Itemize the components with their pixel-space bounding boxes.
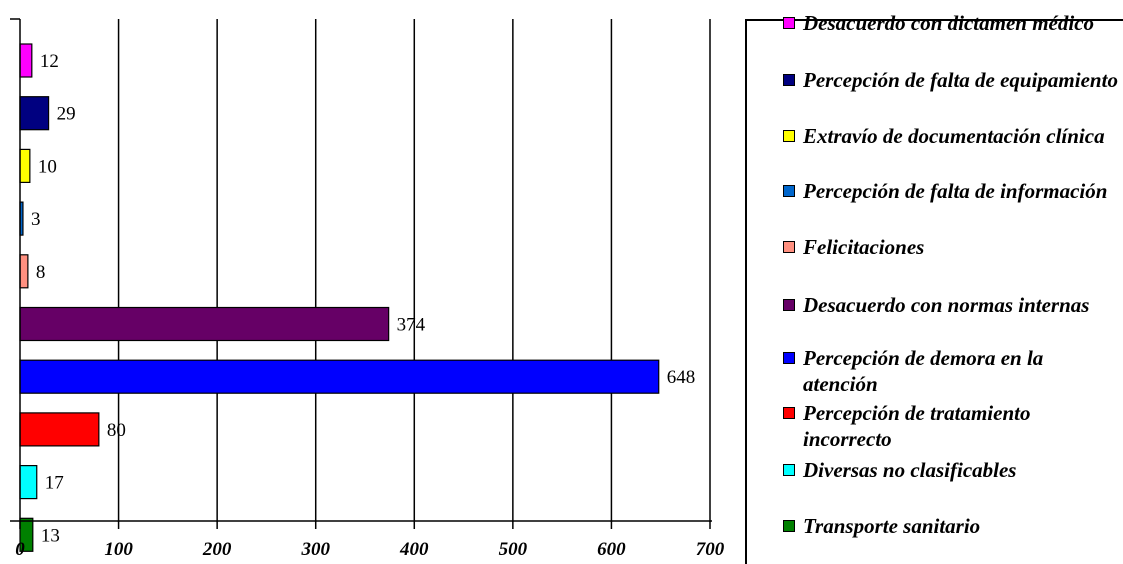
grid-lines <box>117 19 711 522</box>
x-tick-label: 500 <box>499 539 528 560</box>
bar <box>19 465 38 500</box>
legend-item: Transporte sanitario <box>783 513 1123 539</box>
legend-label: Desacuerdo con dictamen médico <box>803 11 1095 35</box>
data-label: 12 <box>40 51 59 72</box>
data-label: 8 <box>36 262 46 283</box>
bar <box>19 306 390 342</box>
x-tick-label: 100 <box>104 539 133 560</box>
legend-item: Diversas no clasificables <box>783 457 1123 483</box>
legend-label: Percepción de demora en la atención <box>803 346 1044 396</box>
legend-swatch <box>783 17 795 29</box>
legend-item: Percepción de falta de información <box>783 178 1123 204</box>
legend-label: Extravío de documentación clínica <box>803 124 1105 148</box>
legend-label: Percepción de falta de información <box>803 179 1108 203</box>
legend-swatch <box>783 74 795 86</box>
legend-label: Felicitaciones <box>803 235 925 259</box>
bar <box>19 96 50 131</box>
x-tick-label: 700 <box>696 539 725 560</box>
x-tick-label: 0 <box>15 539 25 560</box>
data-label: 29 <box>57 104 76 125</box>
x-tick-label: 200 <box>202 539 232 560</box>
legend-item: Percepción de tratamiento incorrecto <box>783 400 1123 452</box>
legend-swatch <box>783 407 795 419</box>
legend-swatch <box>783 520 795 532</box>
bar <box>19 148 31 183</box>
legend-label: Diversas no clasificables <box>803 458 1017 482</box>
legend-label: Transporte sanitario <box>803 514 981 538</box>
bar <box>19 517 34 552</box>
data-label: 374 <box>397 315 426 336</box>
legend-swatch <box>783 464 795 476</box>
bars <box>19 43 660 552</box>
legend-label: Desacuerdo con normas internas <box>803 293 1090 317</box>
data-label: 13 <box>41 525 60 546</box>
x-tick-label: 400 <box>399 539 429 560</box>
legend: Desacuerdo con dictamen médico Percepción… <box>745 11 1123 564</box>
data-label: 10 <box>38 156 57 177</box>
data-label: 80 <box>107 420 126 441</box>
legend-item: Felicitaciones <box>783 234 1123 260</box>
data-label: 648 <box>667 367 696 388</box>
legend-item: Percepción de demora en la atención <box>783 345 1123 397</box>
bar <box>19 412 100 447</box>
bar <box>19 43 33 78</box>
legend-item: Desacuerdo con normas internas <box>783 292 1123 318</box>
data-label: 3 <box>31 209 41 230</box>
x-axis: 0 100 200 300 400 500 600 700 <box>10 18 725 560</box>
x-tick-label: 300 <box>300 539 330 560</box>
legend-swatch <box>783 130 795 142</box>
data-label: 17 <box>45 473 64 494</box>
data-labels: 12 29 10 3 8 374 648 80 17 13 <box>31 51 695 546</box>
legend-swatch <box>783 352 795 364</box>
bar <box>19 254 29 289</box>
legend-swatch <box>783 299 795 311</box>
bar-chart: 12 29 10 3 8 374 648 80 17 13 0 100 200 300 400 500 600… <box>10 18 725 560</box>
legend-item: Percepción de falta de equipamiento <box>783 67 1123 93</box>
legend-item: Desacuerdo con dictamen médico <box>783 10 1123 36</box>
legend-item: Extravío de documentación clínica <box>783 123 1123 149</box>
legend-swatch <box>783 241 795 253</box>
legend-label: Percepción de falta de equipamiento <box>803 68 1118 92</box>
x-tick-label: 600 <box>597 539 626 560</box>
legend-swatch <box>783 185 795 197</box>
legend-label: Percepción de tratamiento incorrecto <box>803 401 1031 451</box>
bar <box>19 359 660 394</box>
